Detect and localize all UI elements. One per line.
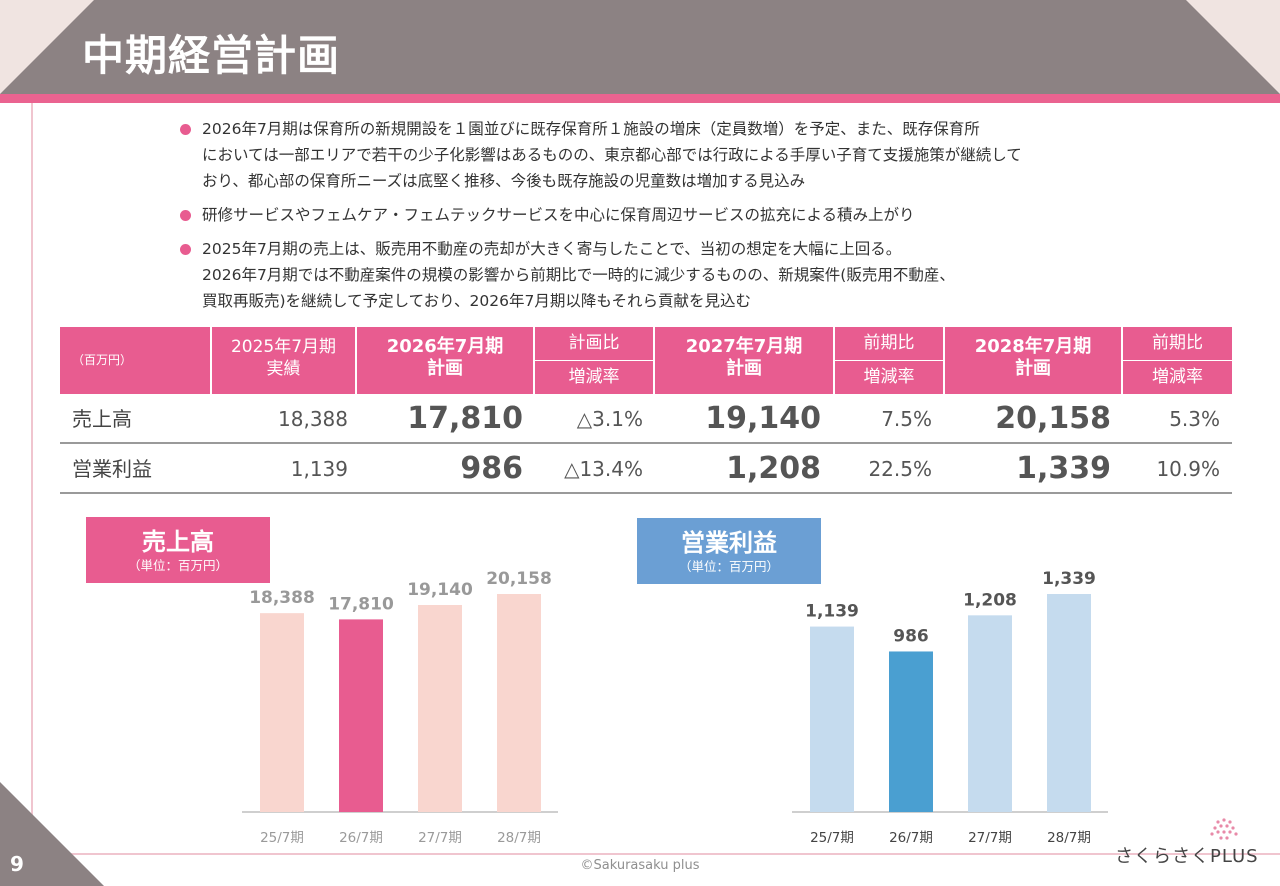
rate-2026: △3.1%	[576, 407, 643, 431]
header-2025-kind: 実績	[266, 359, 301, 379]
bullet-line: 買取再販売)を継続して予定しており、2026年7月期以降もそれら貢献を見込む	[202, 292, 752, 310]
profit-chart: 1,139 25/7期 986 26/7期 1,208 27/7期 1,339 28/7期	[792, 569, 1108, 846]
bar	[418, 605, 462, 812]
bullet-line: においては一部エリアで若干の少子化影響はあるものの、東京都心部では行政による手厚…	[202, 146, 1022, 164]
header-2026-period: 2026年7月期	[386, 336, 504, 357]
bullet-dot-icon	[180, 210, 191, 221]
data-label: 1,139	[805, 602, 859, 622]
bullet-dot-icon	[180, 244, 191, 255]
table-row: 売上高 18,388 17,810 △3.1% 19,140 7.5% 20,1…	[60, 394, 1232, 444]
rate-2028: 5.3%	[1169, 407, 1220, 431]
header-2025: 2025年7月期 実績	[212, 327, 355, 394]
data-label: 986	[893, 626, 929, 646]
category-label: 28/7期	[1047, 830, 1091, 846]
bullet-line: おり、都心部の保育所ニーズは底堅く推移、今後も既存施設の児童数は増加する見込み	[202, 172, 806, 190]
bottom-rule	[31, 853, 1280, 855]
header-2026-kind: 計画	[427, 358, 463, 379]
profit-chart-title: 営業利益	[681, 529, 777, 557]
bullet-line: 研修サービスやフェムケア・フェムテックサービスを中心に保育周辺サービスの拡充によ…	[202, 206, 915, 224]
bullet-line: 2025年7月期の売上は、販売用不動産の売却が大きく寄与したことで、当初の想定を…	[202, 240, 902, 258]
data-label: 1,339	[1042, 569, 1096, 589]
value-2025: 18,388	[278, 407, 348, 431]
bar	[889, 651, 933, 812]
category-label: 26/7期	[339, 830, 383, 846]
row-label: 営業利益	[72, 457, 152, 481]
value-2026: 986	[460, 451, 523, 486]
bar	[1047, 594, 1091, 812]
header-corner-left	[0, 0, 94, 94]
bullet-list: 2026年7月期は保育所の新規開設を１園並びに既存保育所１施設の増床（定員数増）…	[180, 116, 1160, 322]
value-2026: 17,810	[407, 401, 523, 436]
bullet-item: 2025年7月期の売上は、販売用不動産の売却が大きく寄与したことで、当初の想定を…	[180, 236, 1160, 314]
company-logo: さくらさくPLUS	[1115, 818, 1265, 868]
header-2028-period: 2028年7月期	[974, 336, 1092, 357]
bar	[968, 615, 1012, 812]
header-accent-line	[0, 94, 1280, 103]
header-2027: 2027年7月期 計画	[655, 327, 833, 394]
rate-2027: 7.5%	[881, 407, 932, 431]
value-2027: 1,208	[726, 451, 821, 486]
value-2028: 1,339	[1016, 451, 1111, 486]
sales-chart-unit: （単位：百万円）	[127, 558, 228, 573]
bullet-line: 2026年7月期では不動産案件の規模の影響から前期比で一時的に減少するものの、新…	[202, 266, 955, 284]
page-number: 9	[10, 852, 24, 876]
category-label: 27/7期	[968, 830, 1012, 846]
unit-label: （百万円）	[60, 327, 210, 394]
rate-2028: 10.9%	[1156, 457, 1220, 481]
header-corner-right	[1186, 0, 1280, 94]
category-label: 28/7期	[497, 830, 541, 846]
footer-corner	[0, 782, 104, 886]
header-2025-period: 2025年7月期	[230, 337, 337, 357]
page-title: 中期経営計画	[82, 31, 341, 80]
header-2027-period: 2027年7月期	[685, 336, 803, 357]
header-2028: 2028年7月期 計画	[945, 327, 1121, 394]
bullet-item: 研修サービスやフェムケア・フェムテックサービスを中心に保育周辺サービスの拡充によ…	[180, 202, 1160, 228]
data-label: 18,388	[249, 588, 315, 608]
table-row: 営業利益 1,139 986 △13.4% 1,208 22.5% 1,339 …	[60, 444, 1232, 494]
table-header: （百万円） 2025年7月期 実績 2026年7月期 計画 計画比 増減率 20…	[60, 327, 1232, 394]
header-change-rate: 増減率	[535, 361, 653, 394]
rate-2026: △13.4%	[564, 457, 643, 481]
bar	[810, 626, 854, 812]
category-label: 26/7期	[889, 830, 933, 846]
bar	[497, 594, 541, 812]
value-2028: 20,158	[995, 401, 1111, 436]
category-label: 25/7期	[810, 830, 854, 846]
header-bar	[0, 0, 1280, 94]
value-2025: 1,139	[290, 457, 348, 481]
bullet-dot-icon	[180, 124, 191, 135]
category-label: 25/7期	[260, 830, 304, 846]
sales-chart-title: 売上高	[142, 528, 214, 556]
header-change-rate: 増減率	[1123, 361, 1232, 394]
header-2028-kind: 計画	[1015, 358, 1051, 379]
header-plan-ratio: 計画比	[535, 327, 653, 360]
data-label: 20,158	[486, 569, 552, 589]
header-2026: 2026年7月期 計画	[357, 327, 533, 394]
plan-table: （百万円） 2025年7月期 実績 2026年7月期 計画 計画比 増減率 20…	[60, 327, 1232, 494]
profit-chart-badge: 営業利益 （単位：百万円）	[637, 518, 821, 584]
bullet-item: 2026年7月期は保育所の新規開設を１園並びに既存保育所１施設の増床（定員数増）…	[180, 116, 1160, 194]
sales-chart-badge: 売上高 （単位：百万円）	[86, 517, 270, 583]
profit-chart-unit: （単位：百万円）	[678, 559, 779, 574]
rate-2027: 22.5%	[868, 457, 932, 481]
bar	[260, 613, 304, 812]
data-label: 17,810	[328, 594, 394, 614]
header-yoy: 前期比	[835, 327, 943, 360]
logo-text: さくらさくPLUS	[1115, 846, 1259, 867]
header-yoy: 前期比	[1123, 327, 1232, 360]
sales-chart: 18,388 25/7期 17,810 26/7期 19,140 27/7期 20,158 2…	[242, 569, 558, 846]
row-label: 売上高	[72, 407, 132, 431]
data-label: 1,208	[963, 590, 1017, 610]
value-2027: 19,140	[705, 401, 821, 436]
header-change-rate: 増減率	[835, 361, 943, 394]
category-label: 27/7期	[418, 830, 462, 846]
sakura-dots-icon	[1210, 818, 1238, 840]
data-label: 19,140	[407, 580, 473, 600]
header-2027-kind: 計画	[726, 358, 762, 379]
left-rule	[31, 103, 33, 855]
bullet-line: 2026年7月期は保育所の新規開設を１園並びに既存保育所１施設の増床（定員数増）…	[202, 120, 980, 138]
copyright: ©Sakurasaku plus	[580, 858, 700, 873]
bar	[339, 619, 383, 812]
